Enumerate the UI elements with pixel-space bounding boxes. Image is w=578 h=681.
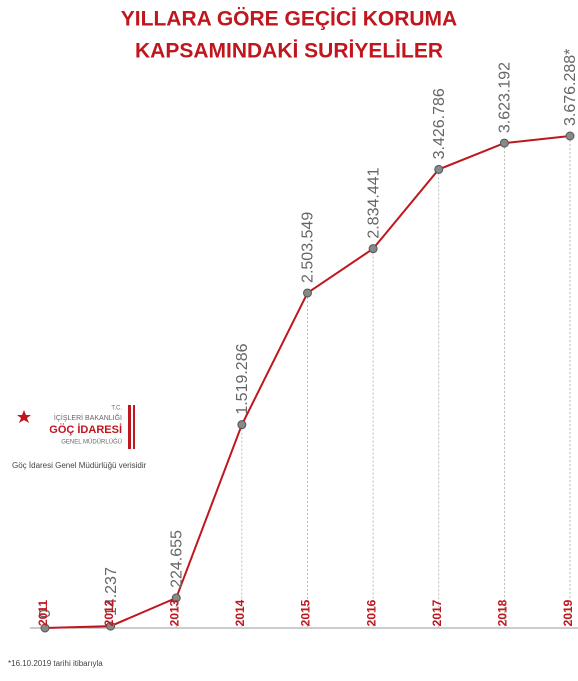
logo-text: GÖÇ İDARESİ	[49, 423, 122, 436]
chart-title: YILLARA GÖRE GEÇİCİ KORUMA	[121, 8, 457, 31]
logo-text: T.C.	[111, 406, 122, 412]
value-label: 14.237	[103, 567, 120, 616]
x-tick-label: 2016	[364, 599, 378, 626]
footnote: *16.10.2019 tarihi itibarıyla	[8, 659, 103, 668]
value-label: 224.655	[168, 530, 185, 588]
logo-star	[17, 410, 31, 423]
data-point	[368, 244, 378, 254]
x-tick-label: 2012	[102, 599, 116, 626]
x-tick-label: 2013	[167, 599, 181, 626]
value-label: 3.676.288*	[562, 49, 578, 126]
data-point	[499, 138, 509, 148]
value-label: 1.519.286	[234, 343, 251, 414]
logo: T.C. İÇİŞLERİ BAKANLIĞI GÖÇ İDARESİ GENE…	[17, 405, 135, 449]
value-label: 2.503.549	[300, 212, 317, 283]
x-tick-label: 2017	[430, 599, 444, 626]
x-tick-label: 2018	[496, 599, 510, 626]
value-label: 0	[37, 609, 54, 618]
x-tick-label: 2014	[233, 599, 247, 626]
data-point	[237, 420, 247, 430]
data-point	[106, 621, 116, 631]
value-label: 3.623.192	[497, 62, 514, 133]
value-label: 3.426.786	[431, 88, 448, 159]
data-point	[40, 623, 50, 633]
logo-bar	[133, 405, 135, 449]
logo-text: İÇİŞLERİ BAKANLIĞI	[54, 413, 122, 422]
data-point	[303, 288, 312, 298]
data-point	[434, 164, 444, 174]
logo-text: GENEL MÜDÜRLÜĞÜ	[61, 439, 122, 446]
x-tick-label: 2011	[36, 600, 50, 626]
value-label: 2.834.441	[365, 167, 382, 238]
x-tick-label: 2015	[299, 599, 313, 626]
chart-title: KAPSAMINDAKİ SURİYELİLER	[135, 40, 443, 63]
data-point	[565, 131, 575, 141]
logo-bar	[128, 405, 131, 449]
x-tick-label: 2019	[561, 599, 575, 626]
data-point	[171, 593, 181, 603]
source: Göç İdaresi Genel Müdürlüğü verisidir	[12, 461, 147, 470]
